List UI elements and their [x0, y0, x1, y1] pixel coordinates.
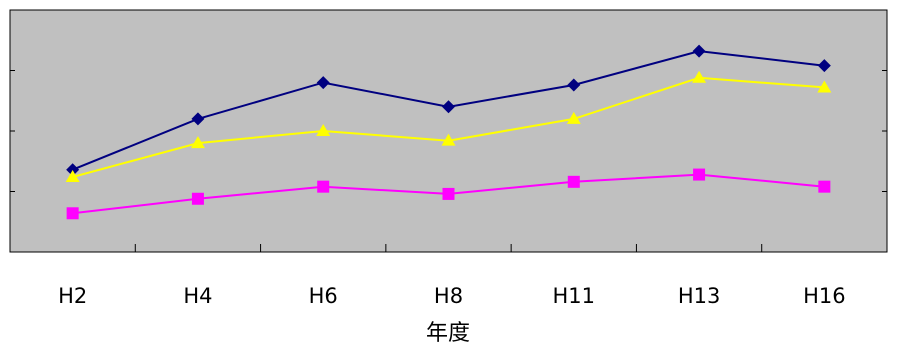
x-axis-ticks [134, 244, 763, 252]
series-3-marker [818, 180, 831, 193]
series-3-marker [567, 175, 580, 188]
series-2-marker [316, 124, 331, 136]
x-tick-label: H13 [678, 284, 721, 308]
series-3-marker [66, 207, 79, 220]
x-tick-label: H6 [309, 284, 338, 308]
x-axis-labels: H2 H4 H6 H8 H11 H13 H16 [58, 284, 846, 308]
series-layer [65, 44, 832, 220]
series-1-marker [191, 112, 205, 126]
series-1-marker [442, 100, 455, 114]
x-tick-label: H16 [803, 284, 846, 308]
series-3-marker [442, 187, 455, 200]
series-1-marker [316, 76, 330, 90]
plot-area [9, 9, 888, 253]
series-1-marker [567, 78, 581, 92]
series-3-marker [317, 180, 330, 193]
series-2-marker [190, 136, 205, 149]
x-tick-label: H8 [434, 284, 463, 308]
series-3-marker [693, 168, 706, 181]
series-2-marker [817, 80, 832, 93]
series-1-marker [817, 59, 831, 73]
x-tick-label: H4 [183, 284, 212, 308]
series-2-marker [692, 70, 707, 83]
x-tick-label: H11 [553, 284, 596, 308]
series-2-marker [441, 133, 456, 146]
series-1-marker [692, 44, 706, 58]
x-tick-label: H2 [58, 284, 87, 308]
x-axis-title: 年度 [426, 321, 470, 345]
series-3-marker [191, 192, 204, 205]
series-1-marker [66, 163, 80, 177]
series-2-marker [566, 111, 581, 124]
series-2-marker [65, 169, 80, 182]
y-axis-ticks [10, 70, 887, 192]
